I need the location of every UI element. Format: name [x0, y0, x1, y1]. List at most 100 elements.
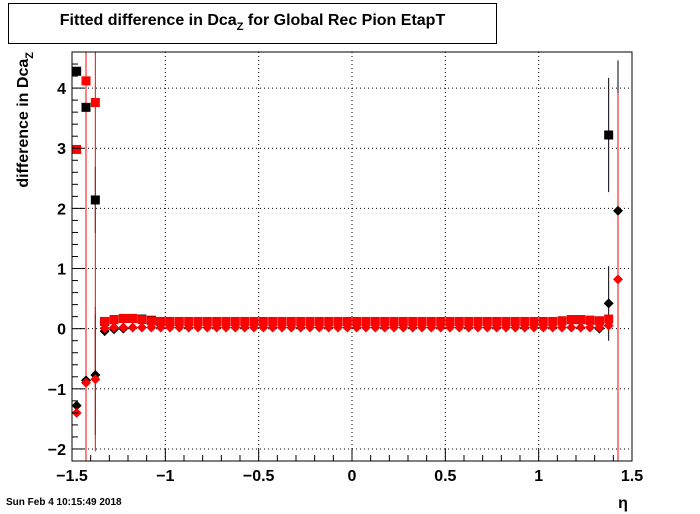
square-marker [90, 195, 100, 205]
square-marker [81, 76, 91, 86]
y-axis-title-main: difference in Dca [15, 59, 32, 188]
x-tick-label: 1.5 [621, 468, 643, 485]
data-markers [71, 66, 623, 418]
square-marker [90, 98, 100, 108]
diamond-marker [230, 322, 241, 333]
diamond-marker [379, 322, 390, 333]
x-tick-labels: −1.5 −1 −0.5 0 0.5 1 1.5 [56, 468, 643, 485]
square-marker [146, 316, 156, 326]
diamond-marker [286, 322, 297, 333]
diamond-marker [193, 322, 203, 333]
diamond-marker [417, 322, 427, 333]
square-marker [277, 316, 287, 326]
diamond-marker [575, 322, 586, 333]
square-marker [240, 316, 250, 326]
diamond-marker [183, 322, 194, 333]
diamond-marker [603, 320, 614, 331]
diamond-marker [426, 322, 437, 333]
diamond-marker [557, 322, 567, 333]
timestamp: Sun Feb 4 10:15:49 2018 [6, 497, 122, 508]
chart-title-subscript: Z [236, 21, 244, 33]
square-marker [557, 316, 567, 326]
square-marker [426, 316, 436, 326]
diamond-marker [342, 322, 353, 333]
diamond-marker [258, 322, 269, 333]
square-marker [165, 316, 175, 326]
square-marker [258, 316, 268, 326]
diamond-marker [603, 298, 614, 309]
square-marker [464, 316, 474, 326]
square-marker [109, 315, 119, 325]
y-axis-title-subscript: Z [24, 52, 36, 59]
axis-ticks [71, 51, 633, 462]
x-axis-title: η [618, 495, 628, 512]
diamond-marker [361, 322, 371, 333]
y-tick-label: 3 [57, 141, 66, 158]
square-marker [221, 316, 231, 326]
square-marker [510, 316, 520, 326]
square-marker [72, 66, 82, 76]
diamond-marker [323, 322, 334, 333]
square-marker [72, 144, 82, 154]
diamond-marker [538, 322, 549, 333]
diamond-marker [127, 322, 138, 333]
square-marker [174, 316, 184, 326]
square-marker [398, 316, 408, 326]
diamond-marker [510, 322, 521, 333]
diamond-marker [239, 322, 250, 333]
x-tick-label: −0.5 [243, 468, 275, 485]
square-marker [566, 315, 576, 325]
diamond-marker [314, 322, 325, 333]
diamond-marker [118, 322, 129, 333]
diamond-marker [389, 322, 399, 333]
square-marker [529, 316, 539, 326]
square-marker [314, 316, 324, 326]
diamond-marker [398, 322, 409, 333]
square-marker [202, 316, 212, 326]
square-marker [184, 316, 194, 326]
diamond-marker [351, 322, 362, 333]
diamond-marker [566, 322, 577, 333]
square-marker [249, 316, 259, 326]
square-marker [604, 130, 614, 140]
diamond-marker [594, 322, 605, 333]
diamond-marker [529, 322, 539, 333]
square-marker [482, 316, 492, 326]
diamond-marker [109, 322, 119, 333]
square-marker [408, 316, 418, 326]
chart-title-main: Fitted difference in Dca [59, 12, 237, 29]
diamond-marker [221, 322, 231, 333]
square-marker [324, 316, 334, 326]
diamond-marker [305, 322, 315, 333]
square-marker [128, 313, 138, 323]
diamond-marker [146, 322, 157, 333]
square-marker [585, 315, 595, 325]
x-tick-label: 0.5 [434, 468, 456, 485]
diamond-marker [482, 322, 493, 333]
diamond-marker [165, 322, 175, 333]
grid [72, 52, 632, 461]
diamond-marker [547, 322, 558, 333]
square-marker [389, 316, 399, 326]
square-marker [473, 316, 483, 326]
y-tick-label: 4 [57, 81, 66, 98]
square-marker [370, 316, 380, 326]
square-marker [230, 316, 240, 326]
square-marker [333, 316, 343, 326]
square-marker [454, 316, 464, 326]
square-marker [594, 316, 604, 326]
chart-title-rest: for Global Rec Pion EtapT [243, 12, 446, 29]
diamond-marker [491, 322, 502, 333]
diamond-marker [435, 322, 446, 333]
y-tick-label: −2 [48, 442, 66, 459]
diamond-marker [585, 322, 595, 333]
square-marker [286, 316, 296, 326]
diamond-marker [519, 322, 530, 333]
diamond-marker [277, 322, 287, 333]
square-marker [296, 316, 306, 326]
x-tick-label: 0 [348, 468, 357, 485]
square-marker [352, 316, 362, 326]
diamond-marker [370, 322, 381, 333]
x-tick-label: −1.5 [56, 468, 88, 485]
diamond-marker [99, 323, 110, 334]
